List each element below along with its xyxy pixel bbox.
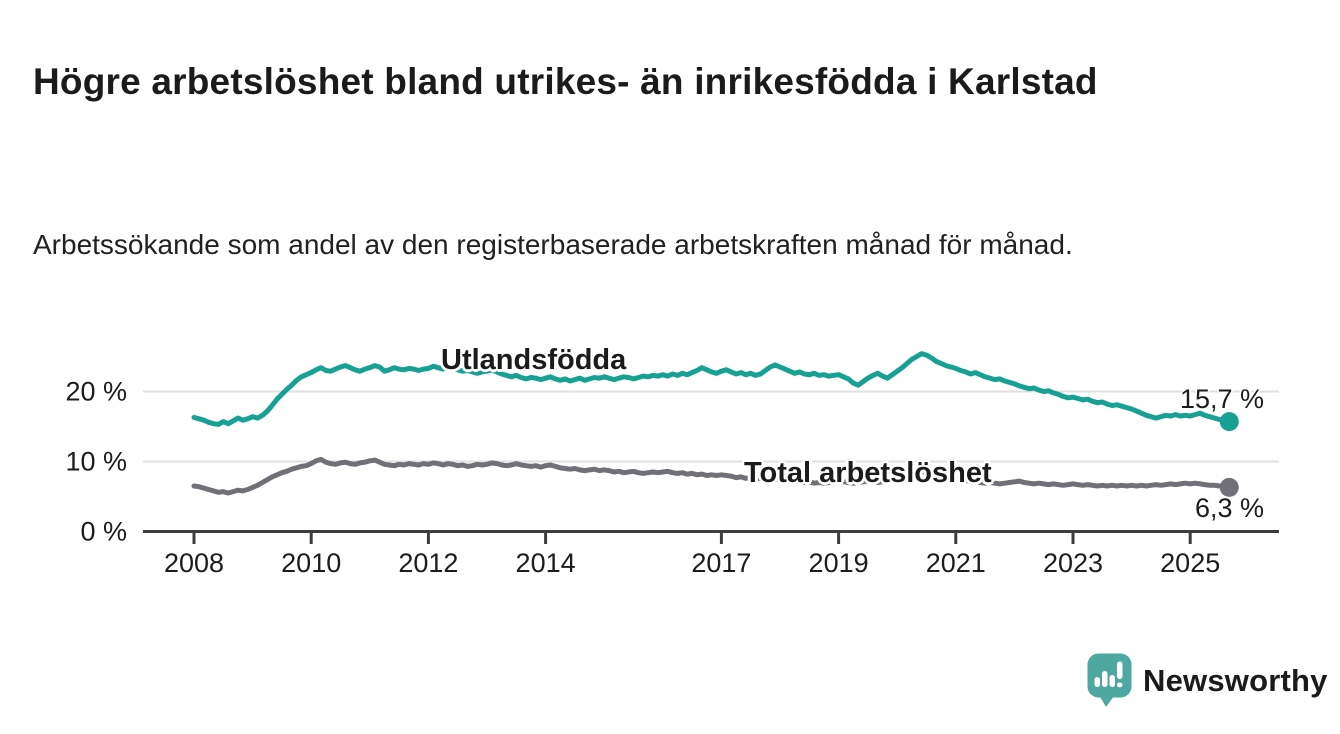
newsworthy-wordmark: Newsworthy — [1143, 662, 1328, 698]
end-value-label-utlandsfodda: 15,7 % — [1179, 384, 1264, 414]
x-axis-tick-label: 2025 — [1160, 548, 1220, 578]
x-axis-tick-label: 2010 — [281, 548, 341, 578]
series-line — [191, 351, 1232, 427]
x-axis-tick-label: 2012 — [398, 548, 458, 578]
y-axis-tick-label: 10 % — [65, 447, 127, 477]
page-title: Högre arbetslöshet bland utrikes- än inr… — [33, 60, 1098, 102]
chart-subtitle: Arbetssökande som andel av den registerb… — [33, 229, 1073, 260]
series-label-total-arbetsloshet: Total arbetslöshet — [744, 457, 992, 489]
y-axis-tick-label: 20 % — [65, 377, 127, 407]
series-label-utlandsfodda: Utlandsfödda — [441, 344, 627, 376]
x-axis-tick-label: 2019 — [809, 548, 869, 578]
x-axis-tick-label: 2008 — [164, 548, 224, 578]
series-line — [191, 456, 1232, 496]
newsworthy-speech-bubble-bar-chart-icon — [1087, 653, 1132, 707]
y-axis-tick-label: 0 % — [80, 517, 127, 547]
newsworthy-logo: Newsworthy — [1086, 652, 1328, 709]
x-axis-tick-label: 2017 — [691, 548, 751, 578]
x-axis-tick-label: 2021 — [926, 548, 986, 578]
x-axis-tick-label: 2023 — [1043, 548, 1103, 578]
x-axis-tick-label: 2014 — [516, 548, 576, 578]
end-value-label-total: 6,3 % — [1194, 493, 1264, 523]
